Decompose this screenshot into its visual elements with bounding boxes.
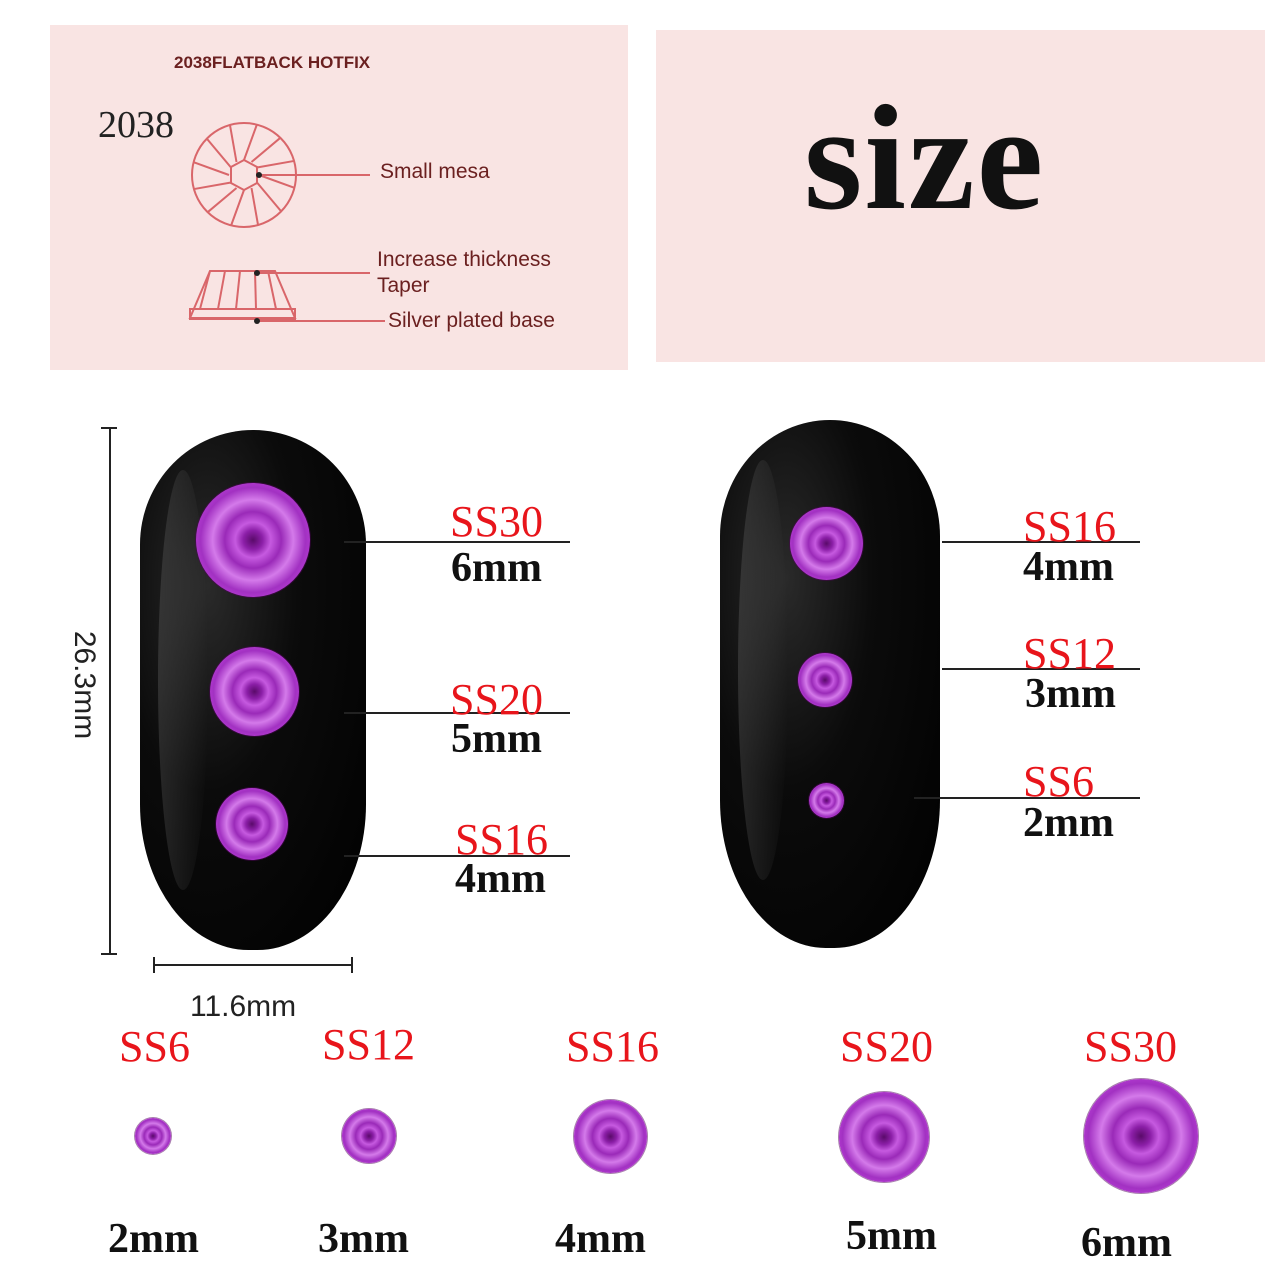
diagram-spoke [193, 181, 232, 191]
diagram-spoke [228, 124, 238, 163]
row-code-4: SS20 [840, 1022, 933, 1071]
row-size-5: 6mm [1081, 1220, 1172, 1266]
label-small-mesa: Small mesa [380, 160, 490, 183]
gem-ss30 [196, 483, 310, 597]
gem-5mm [839, 1092, 929, 1182]
row-size-4: 5mm [846, 1213, 937, 1259]
pointer-line [914, 797, 1140, 799]
gem-4mm [574, 1100, 647, 1173]
pointer-line [344, 712, 570, 714]
diagram-spoke [230, 189, 245, 226]
rhinestone-diagram-icon [188, 122, 385, 324]
diagram-spoke [256, 181, 282, 212]
page-title: size [804, 75, 1046, 241]
right-code-1: SS16 [1023, 502, 1116, 551]
width-dimension-cap [153, 957, 155, 973]
row-size-3: 4mm [555, 1216, 646, 1262]
title-panel: size [656, 30, 1265, 362]
height-dimension-label: 26.3mm [68, 630, 102, 740]
gem-3mm [342, 1109, 396, 1163]
left-size-1: 6mm [451, 545, 542, 591]
row-size-1: 2mm [108, 1216, 199, 1262]
diagram-heading: 2038FLATBACK HOTFIX [174, 53, 371, 72]
diagram-spoke [193, 161, 230, 176]
diagram-spoke [206, 138, 232, 169]
pointer-line [344, 855, 570, 857]
row-code-1: SS6 [119, 1022, 190, 1071]
gem-2mm [135, 1118, 171, 1154]
row-code-2: SS12 [322, 1020, 415, 1069]
model-number: 2038 [98, 104, 174, 146]
row-code-3: SS16 [566, 1022, 659, 1071]
row-code-5: SS30 [1084, 1022, 1177, 1071]
row-size-2: 3mm [318, 1216, 409, 1262]
pointer-line [942, 668, 1140, 670]
gem-ss12 [798, 653, 852, 707]
height-dimension-cap [101, 953, 117, 955]
right-size-1: 4mm [1023, 544, 1114, 590]
left-size-3: 4mm [455, 856, 546, 902]
structure-diagram-panel: 2038FLATBACK HOTFIX 2038 Small mesa Incr… [50, 25, 628, 370]
label-taper: Taper [377, 274, 430, 297]
pointer-line [344, 541, 570, 543]
left-code-3: SS16 [455, 815, 548, 864]
height-dimension-line [109, 427, 111, 954]
left-code-1: SS30 [450, 497, 543, 546]
left-code-2: SS20 [450, 675, 543, 724]
right-size-2: 3mm [1025, 671, 1116, 717]
right-code-2: SS12 [1023, 629, 1116, 678]
diagram-spoke [250, 187, 260, 226]
right-code-3: SS6 [1023, 757, 1094, 806]
gem-ss16 [216, 788, 288, 860]
gem-ss6 [809, 783, 844, 818]
diagram-spoke [207, 187, 238, 213]
label-silver-plated-base: Silver plated base [388, 309, 555, 332]
width-dimension-line [153, 964, 353, 966]
diagram-spoke [258, 174, 295, 189]
gem-6mm [1084, 1079, 1198, 1193]
diagram-spoke [250, 137, 281, 163]
pointer-line [942, 541, 1140, 543]
gem-ss16 [790, 507, 863, 580]
gem-ss20 [210, 647, 299, 736]
width-dimension-cap [351, 957, 353, 973]
diagram-spoke [256, 159, 295, 169]
right-size-3: 2mm [1023, 800, 1114, 846]
label-increase-thickness: Increase thickness [377, 248, 551, 271]
height-dimension-cap [101, 427, 117, 429]
diagram-spoke [243, 124, 258, 161]
width-dimension-label: 11.6mm [190, 990, 297, 1023]
left-size-2: 5mm [451, 716, 542, 762]
